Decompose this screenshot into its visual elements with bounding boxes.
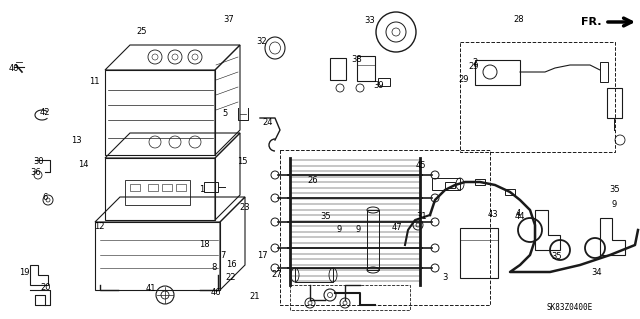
Text: 22: 22	[225, 273, 236, 282]
Text: 19: 19	[19, 268, 29, 277]
Text: 37: 37	[224, 15, 234, 24]
Text: FR.: FR.	[582, 17, 602, 27]
Text: 9: 9	[337, 225, 342, 234]
Text: 11: 11	[90, 77, 100, 86]
Text: 9: 9	[612, 200, 617, 209]
Text: 44: 44	[515, 212, 525, 221]
Text: 2: 2	[472, 58, 477, 67]
Text: 29: 29	[458, 75, 468, 84]
Text: 39: 39	[374, 81, 384, 90]
Bar	[367, 210, 379, 270]
Text: 6: 6	[42, 193, 47, 202]
Text: 45: 45	[416, 161, 426, 170]
Text: 17: 17	[257, 251, 268, 260]
Text: 20: 20	[41, 283, 51, 292]
Text: 43: 43	[488, 210, 498, 219]
Bar	[130, 184, 140, 191]
Text: 31: 31	[416, 212, 426, 221]
Bar	[475, 179, 485, 185]
Bar	[295, 268, 333, 282]
Text: 36: 36	[30, 168, 40, 177]
Bar	[600, 62, 608, 82]
Text: 35: 35	[552, 252, 562, 261]
Text: 29: 29	[468, 63, 479, 71]
Bar	[125, 180, 190, 205]
Text: 35: 35	[609, 185, 620, 194]
Bar	[475, 60, 520, 85]
Bar	[445, 182, 455, 188]
Bar	[148, 184, 158, 191]
Bar	[176, 184, 186, 191]
Text: 23: 23	[239, 203, 250, 212]
Text: 40: 40	[9, 64, 19, 73]
Bar	[378, 78, 390, 86]
Text: 5: 5	[223, 109, 228, 118]
Bar	[460, 42, 615, 152]
Text: 42: 42	[40, 108, 50, 117]
Text: 24: 24	[262, 118, 273, 127]
Text: 26: 26	[307, 176, 317, 185]
Bar	[505, 189, 515, 195]
Text: 21: 21	[250, 292, 260, 301]
Text: 14: 14	[78, 160, 88, 169]
Bar	[290, 285, 410, 310]
Bar	[607, 88, 622, 118]
Text: 4: 4	[516, 209, 521, 218]
Bar	[330, 58, 346, 80]
Text: 16: 16	[227, 260, 237, 269]
Bar	[162, 184, 172, 191]
Bar	[432, 178, 460, 190]
Text: 32: 32	[256, 37, 266, 46]
Text: 12: 12	[94, 222, 104, 231]
Text: 41: 41	[145, 284, 156, 293]
Text: 27: 27	[271, 270, 282, 279]
Bar	[204, 182, 218, 192]
Text: SK83Z0400E: SK83Z0400E	[547, 303, 593, 313]
Text: 7: 7	[220, 251, 225, 260]
Text: 3: 3	[442, 273, 447, 282]
Text: 28: 28	[513, 15, 524, 24]
Text: 34: 34	[591, 268, 602, 277]
Bar	[460, 228, 498, 278]
Text: 38: 38	[352, 55, 362, 63]
Bar	[357, 56, 375, 81]
Text: 47: 47	[392, 223, 402, 232]
Text: 13: 13	[72, 136, 82, 145]
Text: 18: 18	[200, 240, 210, 249]
Bar	[280, 150, 490, 305]
Text: 1: 1	[199, 185, 204, 194]
Text: 15: 15	[237, 157, 247, 166]
Text: 46: 46	[211, 288, 221, 297]
Text: 30: 30	[33, 157, 44, 166]
Text: 25: 25	[137, 27, 147, 36]
Text: 9: 9	[356, 225, 361, 234]
Text: 35: 35	[320, 212, 330, 221]
Text: 8: 8	[212, 263, 217, 272]
Text: 33: 33	[365, 16, 375, 25]
